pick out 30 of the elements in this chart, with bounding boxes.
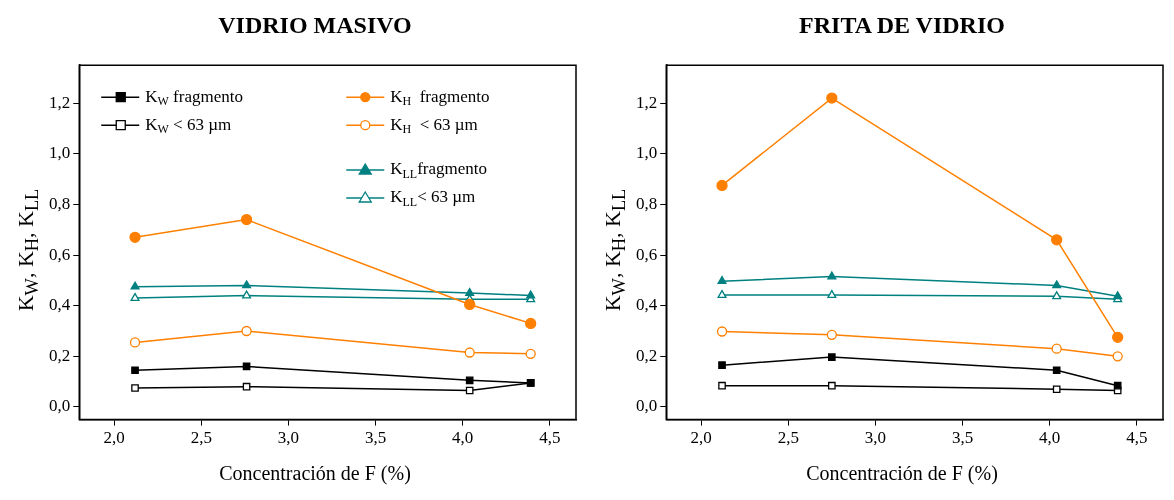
x-tick-label: 2,5 [190, 428, 212, 448]
y-tick-label: 0,8 [49, 193, 71, 213]
y-tick-label: 1,0 [636, 143, 658, 163]
chart-title: FRITA DE VIDRIO [798, 12, 1006, 39]
chart-title: VIDRIO MASIVO [217, 12, 413, 39]
x-axis-title: Concentración de F (%) [805, 462, 999, 485]
y-tick-label: 0,0 [636, 396, 658, 416]
x-tick-label: 4,0 [452, 428, 474, 448]
y-tick-label: 0,4 [636, 295, 658, 315]
y-tick-label: 0,0 [49, 396, 71, 416]
y-tick-label: 0,4 [49, 295, 71, 315]
x-tick-label: 2,5 [777, 428, 799, 448]
x-tick-label: 3,0 [864, 428, 887, 448]
y-tick-label: 0,6 [636, 244, 658, 264]
x-tick-label: 3,0 [277, 428, 300, 448]
y-tick-label: 0,8 [636, 193, 658, 213]
x-tick-label: 2,0 [103, 428, 125, 448]
x-tick-label: 3,5 [364, 428, 387, 448]
y-tick-label: 1,2 [636, 92, 658, 112]
y-tick-label: 0,2 [49, 345, 71, 365]
x-axis-title: Concentración de F (%) [218, 462, 412, 485]
x-tick-label: 4,0 [1039, 428, 1061, 448]
x-tick-label: 4,5 [539, 428, 561, 448]
y-tick-label: 0,6 [49, 244, 71, 264]
y-tick-label: 1,2 [49, 92, 71, 112]
x-tick-label: 2,0 [690, 428, 712, 448]
y-tick-label: 0,2 [636, 345, 658, 365]
x-tick-label: 4,5 [1126, 428, 1148, 448]
y-tick-label: 1,0 [49, 143, 71, 163]
x-tick-label: 3,5 [951, 428, 974, 448]
